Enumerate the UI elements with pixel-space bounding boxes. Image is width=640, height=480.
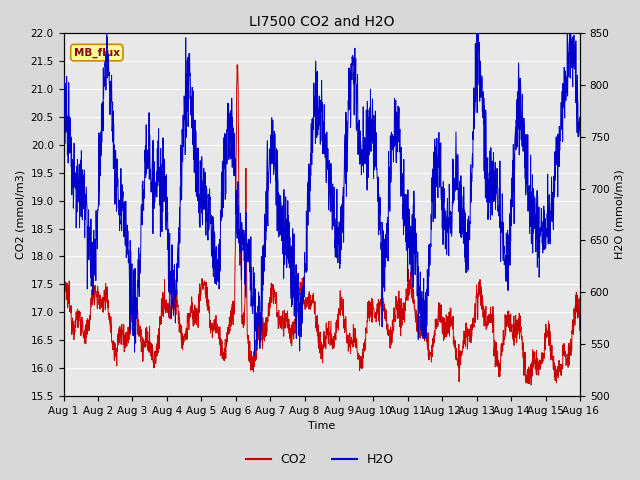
Y-axis label: H2O (mmol/m3): H2O (mmol/m3)	[615, 169, 625, 259]
X-axis label: Time: Time	[308, 421, 335, 432]
Text: MB_flux: MB_flux	[74, 48, 120, 58]
Title: LI7500 CO2 and H2O: LI7500 CO2 and H2O	[249, 15, 394, 29]
Y-axis label: CO2 (mmol/m3): CO2 (mmol/m3)	[15, 170, 25, 259]
Legend: CO2, H2O: CO2, H2O	[241, 448, 399, 471]
